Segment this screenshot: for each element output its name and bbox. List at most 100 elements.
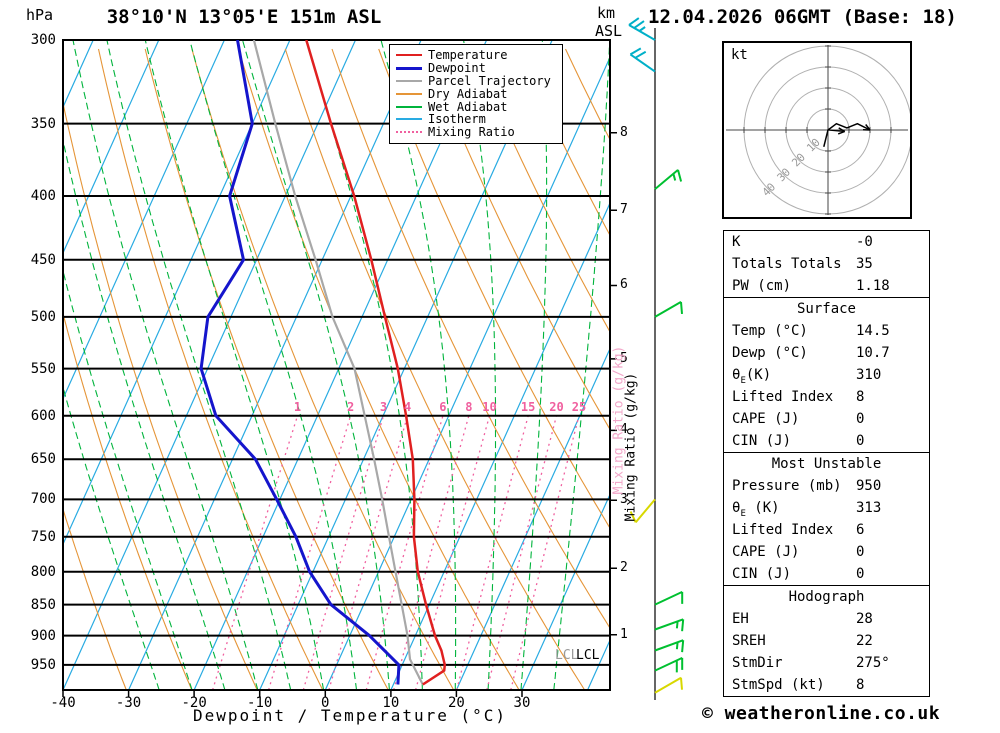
x-axis-title: Dewpoint / Temperature (°C) (192, 706, 508, 725)
legend-item: Dry Adiabat (396, 86, 556, 101)
stats-value: 313 (856, 500, 882, 516)
stats-row: Temp (°C) 14.5 (724, 320, 929, 342)
stats-section-header: Surface (796, 301, 856, 317)
stats-value: 8 (856, 389, 865, 405)
altitude-tick-label: 8 (620, 124, 628, 140)
wind-barb-column (628, 17, 685, 700)
mixing-ratio-label: 3 (379, 400, 388, 414)
wet-adiabat-lines (63, 40, 610, 690)
wind-barb (654, 656, 684, 673)
stats-row: SREH 22 (724, 630, 929, 652)
wind-barb (628, 17, 656, 41)
hodograph-ring-label: 20 (789, 151, 808, 170)
mixing-ratio-label: 2 (346, 400, 355, 414)
stats-value: 6 (856, 522, 865, 538)
legend-label: Isotherm (428, 112, 486, 127)
parcel-trajectory-curve (252, 40, 424, 685)
stats-label: K (732, 234, 741, 250)
legend-item: Temperature (396, 48, 556, 62)
stats-row: Pressure (mb) 950 (724, 475, 929, 497)
stats-label: Totals Totals (732, 256, 842, 272)
stats-row: EH 28 (724, 608, 929, 630)
pressure-tick-label: 300 (30, 32, 56, 48)
stats-section: Most Unstable Pressure (mb) 950 θE (K) 313 Li… (723, 452, 930, 586)
stats-row: Totals Totals 35 (724, 253, 929, 275)
stats-row: θE(K) 310 (724, 364, 929, 386)
pressure-tick-label: 500 (30, 308, 56, 325)
stats-section: K -0 Totals Totals 35 PW (cm) 1.18 (723, 230, 930, 298)
legend-item: Wet Adiabat (396, 100, 556, 114)
legend-swatch (396, 118, 422, 121)
hodograph-axes (726, 45, 908, 215)
mixing-ratio-label: 15 (520, 400, 536, 414)
mixing-ratio-label: 4 (403, 400, 412, 414)
mixing-ratio-label: 25 (571, 400, 587, 414)
mixing-ratio-label: 8 (465, 400, 473, 414)
stats-label: Pressure (mb) (732, 478, 842, 494)
hodograph-ring-label: 30 (775, 166, 794, 185)
stats-value: 28 (856, 611, 873, 627)
mixing-ratio-label: 10 (482, 400, 497, 414)
stats-section: Surface Temp (°C) 14.5 Dewp (°C) 10.7 θE(K) 31… (723, 297, 930, 453)
wind-barb (629, 498, 656, 523)
temperature-tick-label: -20 (181, 695, 207, 711)
wind-barb (629, 47, 656, 73)
stats-value: 0 (856, 433, 865, 449)
stats-value: 22 (856, 633, 873, 649)
lcl-marker-shadow: LCL (555, 648, 579, 663)
stats-label: EH (732, 611, 749, 627)
stats-section: Hodograph EH 28 SREH 22 StmDir 275° StmSpd (kt)… (723, 585, 930, 697)
legend-item: Isotherm (396, 112, 556, 127)
legend-label: Dry Adiabat (428, 86, 508, 101)
sounding-curves (199, 40, 447, 686)
hodograph-axis-ticks (743, 45, 892, 215)
pressure-tick-label: 750 (30, 528, 56, 545)
altitude-tick-label: 6 (620, 277, 628, 293)
stats-label: StmSpd (kt) (732, 677, 825, 693)
stats-label: θE (K) (732, 500, 780, 519)
stats-row: StmDir 275° (724, 652, 929, 674)
legend-swatch (396, 66, 422, 70)
stats-label: CIN (J) (732, 566, 792, 582)
stats-value: 0 (856, 411, 865, 427)
legend-swatch (396, 92, 422, 95)
stats-value: 35 (856, 256, 873, 272)
wind-barb (654, 301, 683, 318)
altitude-tick-label: 2 (620, 560, 628, 576)
stats-value: 950 (856, 478, 882, 494)
pressure-tick-label: 400 (30, 187, 56, 204)
legend-swatch (396, 54, 422, 57)
temperature-axis-ticks (62, 690, 523, 697)
stats-value: 1.18 (856, 278, 890, 294)
legend-label: Mixing Ratio (428, 125, 515, 140)
altitude-tick-label: 5 (620, 350, 628, 366)
legend-label: Parcel Trajectory (428, 74, 551, 88)
stats-row: K -0 (724, 231, 929, 253)
pressure-tick-label: 550 (30, 360, 56, 377)
stats-value: 0 (856, 544, 865, 560)
wind-barb (654, 590, 684, 606)
hodograph-trace-arrow (862, 124, 871, 131)
pressure-tick-label: 350 (30, 115, 56, 132)
hodograph-ring-label: 10 (804, 136, 823, 155)
datetime-title: 12.04.2026 06GMT (Base: 18) (648, 6, 957, 28)
hodograph-unit-label: kt (731, 47, 748, 63)
stats-row: Lifted Index 8 (724, 386, 929, 408)
legend-item: Dewpoint (396, 61, 556, 75)
stats-label: StmDir (732, 655, 783, 671)
temperature-tick-label: -40 (50, 695, 76, 711)
altitude-unit-asl-label: ASL (595, 22, 623, 40)
storm-motion-vector (827, 129, 845, 133)
stats-row: CAPE (J) 0 (724, 541, 929, 563)
wind-barb (654, 169, 683, 190)
stats-value: 275° (856, 655, 890, 671)
temperature-tick-label: 10 (382, 695, 400, 711)
stats-value: 310 (856, 367, 882, 383)
temperature-curve (305, 40, 447, 686)
stats-section-header: Hodograph (788, 589, 865, 605)
plot-frame (62, 39, 617, 697)
wind-barb (654, 676, 683, 694)
stats-label: Lifted Index (732, 522, 834, 538)
temperature-tick-label: 30 (513, 695, 531, 711)
